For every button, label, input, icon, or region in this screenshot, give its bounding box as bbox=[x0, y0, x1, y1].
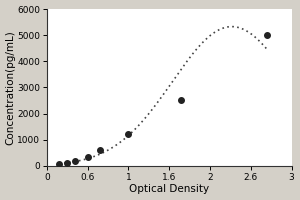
Y-axis label: Concentration(pg/mL): Concentration(pg/mL) bbox=[6, 30, 16, 145]
X-axis label: Optical Density: Optical Density bbox=[129, 184, 209, 194]
